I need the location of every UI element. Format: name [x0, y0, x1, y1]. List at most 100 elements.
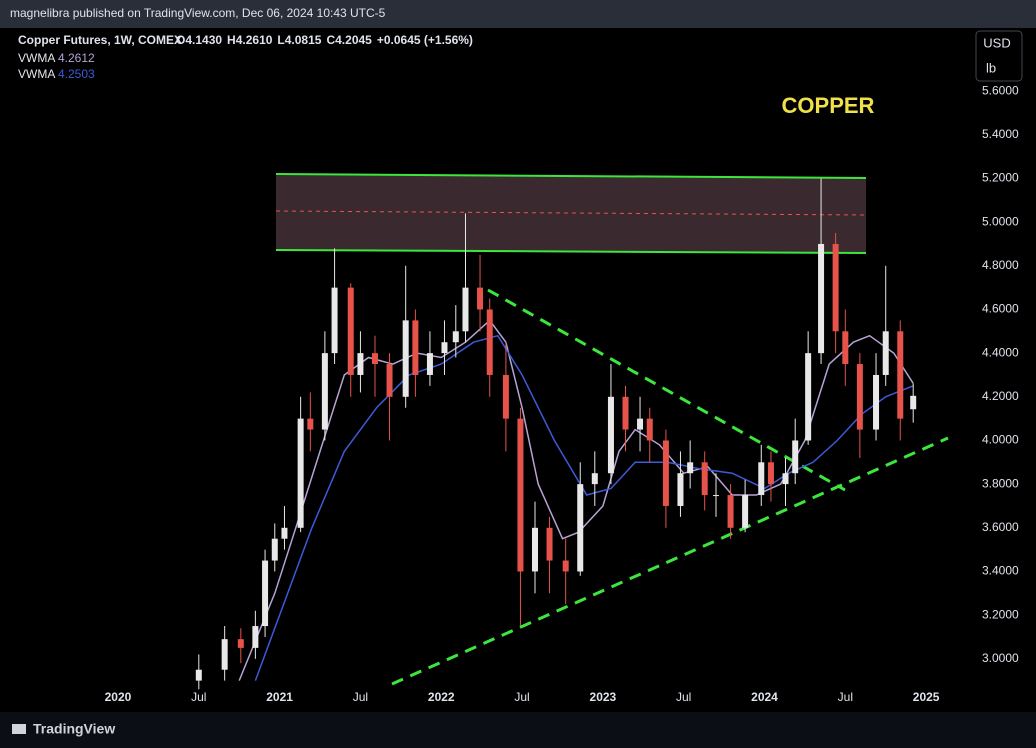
x-tick-label: Jul	[191, 690, 206, 704]
legend-value: 4.2612	[58, 51, 95, 65]
candle-body	[832, 243, 839, 332]
candle-body	[758, 462, 765, 496]
x-tick-label: Jul	[676, 690, 691, 704]
candle-body	[195, 669, 202, 681]
candle-body	[412, 320, 419, 375]
x-tick-label: Jul	[838, 690, 853, 704]
candle-body	[331, 287, 338, 354]
ohlc-value: O4.1430	[176, 33, 222, 47]
candle-body	[531, 527, 538, 572]
candle-body	[307, 418, 314, 430]
candle-body	[262, 560, 269, 627]
candle-body	[882, 331, 889, 375]
resistance-trendline	[487, 288, 846, 492]
candle-body	[357, 353, 364, 375]
candle-body	[677, 473, 684, 506]
y-tick-label: 3.4000	[982, 564, 1019, 578]
candle-body	[386, 364, 393, 397]
y-tick-label: 3.6000	[982, 520, 1019, 534]
ohlc-value: C4.2045	[326, 33, 372, 47]
candle-body	[271, 538, 278, 561]
y-tick-label: 4.6000	[982, 302, 1019, 316]
candle-body	[767, 462, 774, 485]
legend-value: 4.2503	[58, 67, 95, 81]
candle-body	[237, 639, 244, 648]
candle-body	[452, 331, 459, 343]
y-tick-label: 5.6000	[982, 83, 1019, 97]
y-tick-label: 3.8000	[982, 476, 1019, 490]
candle-body	[591, 473, 598, 485]
candle-body	[897, 331, 904, 419]
y-tick-label: 3.2000	[982, 607, 1019, 621]
symbol-title: Copper Futures, 1W, COMEX	[18, 33, 182, 47]
ohlc-value: L4.0815	[277, 33, 321, 47]
y-tick-label: 4.2000	[982, 389, 1019, 403]
candle-body	[687, 462, 694, 474]
footer-bar	[0, 712, 1036, 748]
candle-body	[910, 395, 917, 410]
candle-body	[486, 309, 493, 375]
candle-body	[742, 495, 749, 528]
y-tick-label: 4.0000	[982, 433, 1019, 447]
x-tick-label: 2024	[751, 690, 778, 704]
legend-name: VWMA	[18, 51, 55, 65]
unit[interactable]: lb	[986, 60, 996, 75]
candle-body	[818, 243, 825, 354]
candle-body	[462, 287, 469, 332]
support-trendline	[391, 436, 949, 686]
candle-body	[562, 560, 569, 572]
currency[interactable]: USD	[983, 35, 1010, 50]
candle-body	[402, 320, 409, 397]
candle-body	[441, 342, 448, 354]
candle-body	[607, 396, 614, 474]
x-tick-label: 2022	[428, 690, 455, 704]
y-tick-label: 3.0000	[982, 651, 1019, 665]
candle-body	[873, 374, 880, 430]
candle-body	[792, 440, 799, 474]
currency-box[interactable]	[975, 30, 1023, 82]
x-tick-label: Jul	[353, 690, 368, 704]
candle-body	[727, 495, 734, 528]
candle-body	[252, 626, 259, 648]
vwma-line	[254, 334, 914, 681]
tv-logo	[12, 724, 26, 734]
ohlc-value: H4.2610	[227, 33, 273, 47]
x-tick-label: 2025	[913, 690, 940, 704]
candle-body	[701, 462, 708, 496]
candle-body	[622, 396, 629, 430]
series	[195, 178, 917, 690]
x-tick-label: 2021	[266, 690, 293, 704]
x-tick-label: Jul	[514, 690, 529, 704]
candle-body	[856, 364, 863, 430]
zone-mid	[275, 210, 867, 216]
candle-body	[646, 418, 653, 441]
y-tick-label: 4.8000	[982, 258, 1019, 272]
candle-body	[713, 495, 720, 497]
candle-body	[297, 418, 304, 528]
y-tick-label: 4.4000	[982, 345, 1019, 359]
x-tick-label: 2023	[590, 690, 617, 704]
x-tick-label: 2020	[105, 690, 132, 704]
candle-body	[782, 473, 789, 485]
candle-body	[662, 440, 669, 506]
candle-body	[502, 374, 509, 419]
candle-body	[371, 353, 378, 365]
ohlc-legend: O4.1430 H4.2610 L4.0815 C4.2045 +0.0645 (+1.…	[176, 33, 473, 47]
resistance-zone	[276, 174, 866, 253]
candle-body	[221, 639, 228, 670]
y-tick-label: 5.4000	[982, 127, 1019, 141]
candle-body	[426, 353, 433, 375]
candle-body	[517, 418, 524, 572]
header-bar	[0, 0, 1036, 28]
candle-body	[281, 527, 288, 539]
candle-body	[842, 331, 849, 365]
footer-brand: TradingView	[33, 721, 115, 737]
candle-body	[321, 353, 328, 430]
candle-body	[805, 353, 812, 441]
zone-bottom	[275, 249, 867, 254]
ohlc-value: +0.0645 (+1.56%)	[377, 33, 473, 47]
candle-body	[347, 287, 354, 375]
candle-body	[577, 484, 584, 572]
plot-area	[0, 28, 1036, 712]
